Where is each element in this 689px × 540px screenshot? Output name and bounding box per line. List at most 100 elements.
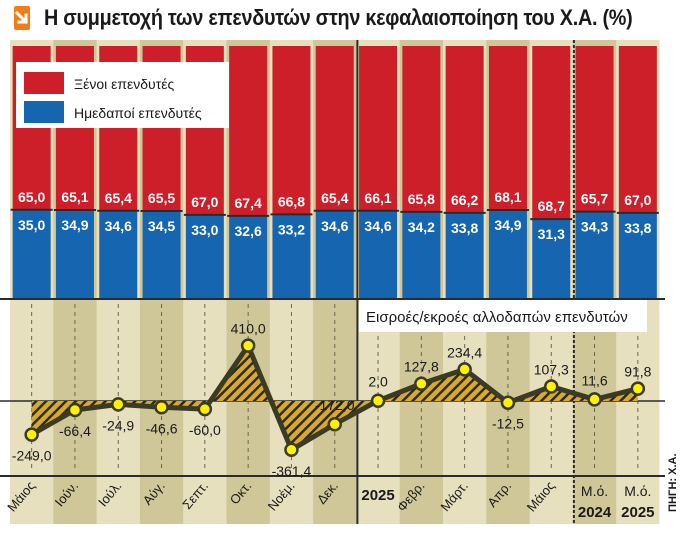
bar-domestic xyxy=(359,210,398,298)
foreign-value-label: 65,1 xyxy=(61,189,88,205)
flow-point xyxy=(630,381,646,396)
flow-point xyxy=(154,400,169,415)
bar-domestic xyxy=(142,211,181,298)
flow-value-label: 91,8 xyxy=(624,364,651,380)
bar-foreign xyxy=(229,46,268,216)
foreign-value-label: 65,8 xyxy=(408,191,435,207)
foreign-value-label: 67,0 xyxy=(624,192,651,208)
bar-foreign xyxy=(575,46,614,212)
bar-foreign xyxy=(402,46,441,212)
foreign-value-label: 65,0 xyxy=(18,189,45,205)
flow-value-label: -12,5 xyxy=(492,416,524,432)
domestic-value-label: 34,3 xyxy=(581,219,608,235)
flow-value-label: -249,0 xyxy=(12,448,52,464)
bar-foreign xyxy=(532,46,571,220)
foreign-value-label: 65,7 xyxy=(581,191,608,207)
flow-point xyxy=(67,402,83,418)
title-bar: Η συμμετοχή των επενδυτών στην κεφαλαιοπ… xyxy=(0,0,689,36)
bar-domestic xyxy=(488,210,527,298)
arrow-down-right-icon xyxy=(14,6,30,30)
x-tick-sublabel: 2024 xyxy=(578,504,612,521)
foreign-value-label: 68,1 xyxy=(494,189,521,205)
domestic-value-label: 34,6 xyxy=(321,218,348,234)
domestic-value-label: 34,2 xyxy=(408,219,435,235)
bar-foreign xyxy=(445,46,484,213)
domestic-value-label: 33,0 xyxy=(191,222,218,238)
flow-value-label: -24,9 xyxy=(102,417,134,433)
flow-point xyxy=(284,442,299,458)
flow-point xyxy=(240,338,256,353)
domestic-value-label: 33,8 xyxy=(624,220,651,236)
flow-title-background xyxy=(359,300,647,332)
flow-point xyxy=(24,427,39,442)
legend-label-domestic: Ημεδαποί επενδυτές xyxy=(74,105,202,121)
domestic-value-label: 35,0 xyxy=(18,217,45,233)
foreign-value-label: 67,4 xyxy=(235,195,262,211)
x-tick-sublabel: 2025 xyxy=(621,504,654,521)
domestic-value-label: 34,6 xyxy=(105,218,132,234)
bar-domestic xyxy=(99,210,138,298)
bar-foreign xyxy=(359,46,398,211)
foreign-value-label: 68,7 xyxy=(538,198,565,214)
flow-point xyxy=(500,395,516,410)
legend-swatch-domestic xyxy=(24,101,64,123)
foreign-value-label: 65,5 xyxy=(148,190,175,206)
flow-title-box: Εισροές/εκροές αλλοδαπών επενδυτών xyxy=(359,300,647,332)
flow-value-label: 234,4 xyxy=(447,344,482,360)
flow-point xyxy=(197,401,213,417)
flow-point xyxy=(587,392,602,407)
bar-domestic xyxy=(618,212,657,298)
chart-title: Η συμμετοχή των επενδυτών στην κεφαλαιοπ… xyxy=(44,5,633,30)
foreign-value-label: 66,2 xyxy=(451,192,478,208)
foreign-value-label: 66,8 xyxy=(278,193,305,209)
bar-domestic xyxy=(272,214,311,298)
flow-value-label: 11,6 xyxy=(581,372,607,388)
flow-point xyxy=(414,376,429,391)
flow-point xyxy=(327,416,342,432)
foreign-value-label: 65,4 xyxy=(105,190,132,206)
bar-layer xyxy=(10,46,659,298)
x-tick-label: 2025 xyxy=(361,487,394,504)
legend-swatch-foreign xyxy=(24,72,64,94)
flow-value-label: 127,8 xyxy=(404,359,439,375)
flow-title: Εισροές/εκροές αλλοδαπών επενδυτών xyxy=(366,309,628,326)
foreign-value-label: 65,4 xyxy=(321,190,348,206)
bar-domestic xyxy=(445,212,484,298)
bar-foreign xyxy=(272,46,311,215)
flow-value-label: -172,0 xyxy=(315,397,355,413)
flow-point xyxy=(111,397,126,412)
bar-domestic xyxy=(229,215,268,298)
domestic-value-label: 33,8 xyxy=(451,220,478,236)
bar-domestic xyxy=(315,210,354,298)
flow-value-label: -60,0 xyxy=(189,422,221,438)
domestic-value-label: 34,5 xyxy=(148,218,175,234)
foreign-value-label: 66,1 xyxy=(364,190,391,206)
bar-domestic xyxy=(185,214,224,298)
domestic-value-label: 34,9 xyxy=(494,217,521,233)
x-tick-label: Μ.ό. xyxy=(581,483,608,499)
flow-point xyxy=(457,362,472,377)
domestic-value-label: 32,6 xyxy=(235,223,262,239)
bar-foreign xyxy=(618,46,657,213)
line-layer xyxy=(24,338,646,458)
x-tick-label: Μ.ό. xyxy=(624,483,651,499)
bar-foreign xyxy=(315,46,354,211)
flow-value-label: 410,0 xyxy=(231,321,266,337)
bar-domestic xyxy=(12,209,51,298)
domestic-value-label: 34,9 xyxy=(61,217,88,233)
bar-foreign xyxy=(488,46,527,211)
domestic-value-label: 31,3 xyxy=(538,226,565,242)
bar-domestic xyxy=(402,211,441,298)
source-note: ΠΗΓΗ: Χ.Α. xyxy=(667,453,679,512)
flow-point xyxy=(544,379,559,394)
flow-value-label: -361,4 xyxy=(272,463,312,479)
legend: Ξένοι επενδυτές Ημεδαποί επενδυτές xyxy=(16,62,229,128)
flow-point xyxy=(370,393,386,408)
bar-domestic xyxy=(532,219,571,298)
flow-value-label: 107,3 xyxy=(534,362,569,378)
flow-value-label: 2,0 xyxy=(368,374,388,390)
flow-value-label: -66,4 xyxy=(59,423,91,439)
domestic-value-label: 34,6 xyxy=(364,218,391,234)
